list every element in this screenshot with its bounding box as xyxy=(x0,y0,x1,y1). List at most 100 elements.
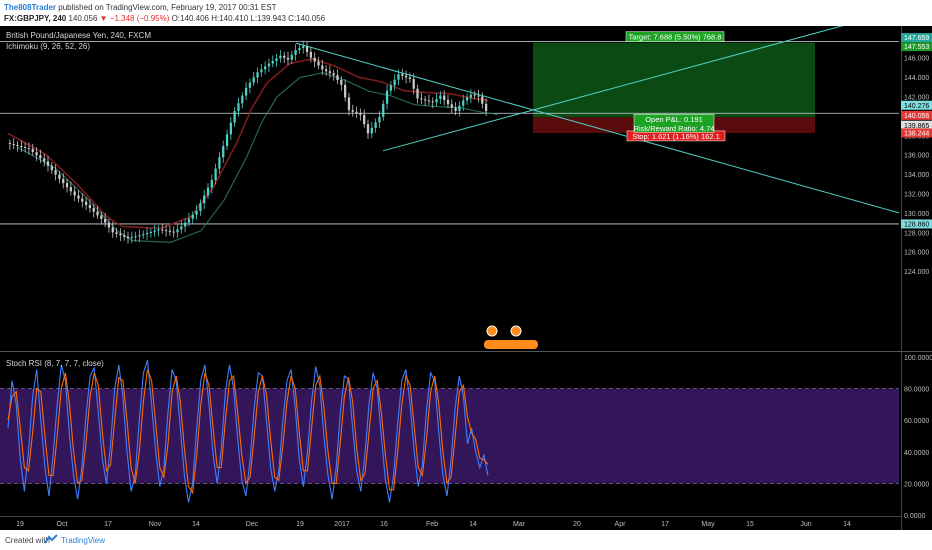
price-label-box xyxy=(901,120,932,130)
candle-body xyxy=(81,198,84,202)
candle-body xyxy=(256,72,259,78)
candle-body xyxy=(294,49,297,55)
chart-area[interactable]: 146.000144.000142.000138.000136.000134.0… xyxy=(0,26,932,530)
candle-body xyxy=(286,57,290,60)
time-tick-label: Mar xyxy=(513,521,526,528)
candle-body xyxy=(35,152,38,156)
candle-body xyxy=(88,204,92,209)
time-tick-label: 2017 xyxy=(334,521,350,528)
candle-body xyxy=(290,54,293,60)
candle-body xyxy=(359,113,362,115)
author-link[interactable]: The808Trader xyxy=(4,3,57,12)
candle-body xyxy=(46,161,50,166)
publish-line: The808Trader published on TradingView.co… xyxy=(4,2,276,13)
candle-body xyxy=(195,210,198,215)
price-tick-label: 146.000 xyxy=(904,56,929,63)
stoch-rsi-label[interactable]: Stoch RSI (8, 7, 7, 7, close) xyxy=(6,359,104,368)
tradingview-brand[interactable]: TradingView xyxy=(61,536,106,545)
candle-body xyxy=(145,233,149,235)
candle-body xyxy=(187,218,191,223)
time-tick-label: 16 xyxy=(380,521,388,528)
stoch-tick-label: 0.0000 xyxy=(904,513,926,520)
time-tick-label: 17 xyxy=(661,521,669,528)
price-tick-label: 132.000 xyxy=(904,192,929,199)
candle-body xyxy=(149,231,152,234)
candle-body xyxy=(446,99,450,105)
price-label-text: 140.056 xyxy=(904,113,929,120)
stoch-tick-label: 40.0000 xyxy=(904,450,929,457)
time-tick-label: 14 xyxy=(469,521,477,528)
candle-body xyxy=(317,61,320,66)
candle-body xyxy=(107,222,111,228)
entry-label-text: Risk/Reward Ratio: 4.74 xyxy=(634,124,715,133)
candle-body xyxy=(180,226,183,230)
price-tick-label: 136.000 xyxy=(904,153,929,160)
candle-body xyxy=(427,100,431,102)
candle-body xyxy=(420,98,423,100)
candle-body xyxy=(351,110,354,112)
chart-header: The808Trader published on TradingView.co… xyxy=(0,0,932,26)
candle-body xyxy=(336,75,339,81)
tradingview-logo-icon xyxy=(44,534,58,544)
candle-body xyxy=(340,80,343,85)
ichimoku-span-line xyxy=(17,72,499,244)
candle-body xyxy=(222,145,225,158)
entry-label-box xyxy=(633,113,715,133)
candle-body xyxy=(324,69,328,72)
candle-body xyxy=(233,111,236,123)
candle-body xyxy=(374,122,377,128)
candle-body xyxy=(263,66,267,70)
candle-body xyxy=(103,218,107,223)
candle-body xyxy=(229,122,232,135)
candle-body xyxy=(69,187,72,192)
ichimoku-label[interactable]: Ichimoku (9, 26, 52, 26) xyxy=(6,42,91,51)
price-change: −1.348 (−0.95%) xyxy=(109,14,170,23)
descending-trendline xyxy=(295,42,900,214)
price-label-text: 147.553 xyxy=(904,44,929,51)
idea-marker-strip xyxy=(484,340,538,349)
entry-label-text: Open P&L: 0.191 xyxy=(645,115,703,124)
target-label-box xyxy=(625,31,725,42)
published-text: published on TradingView.com, February 1… xyxy=(58,3,277,12)
candle-body xyxy=(39,155,42,159)
candle-body xyxy=(431,101,434,103)
symbol-line: FX:GBPJPY, 240 140.056 ▼ −1.348 (−0.95%)… xyxy=(4,13,325,24)
price-tick-label: 144.000 xyxy=(904,75,929,82)
price-label-text: 128.860 xyxy=(904,222,929,229)
candle-body xyxy=(111,227,114,233)
candle-body xyxy=(309,51,312,58)
candle-body xyxy=(347,97,351,111)
price-label-text: 140.276 xyxy=(904,103,929,110)
candle-body xyxy=(50,165,53,171)
candle-body xyxy=(54,170,57,175)
time-tick-label: 20 xyxy=(573,521,581,528)
time-tick-label: May xyxy=(701,521,715,528)
candle-body xyxy=(423,99,427,101)
price-label-text: 147.659 xyxy=(904,35,929,42)
candle-body xyxy=(138,235,141,237)
time-tick-label: Apr xyxy=(615,521,627,528)
candle-body xyxy=(382,103,385,117)
candle-body xyxy=(389,85,392,91)
candle-body xyxy=(462,100,465,106)
candle-body xyxy=(115,232,118,234)
footer: Created with TradingView xyxy=(0,530,932,550)
time-tick-label: 14 xyxy=(192,521,200,528)
candle-body xyxy=(172,231,175,233)
candle-body xyxy=(267,63,271,67)
candle-body xyxy=(73,191,76,196)
candle-body xyxy=(191,214,194,219)
price-label-box xyxy=(901,219,932,229)
candle-body xyxy=(465,97,469,101)
candle-body xyxy=(305,46,309,52)
candle-body xyxy=(199,203,202,211)
time-tick-label: 19 xyxy=(16,521,24,528)
candle-body xyxy=(283,55,286,58)
candle-body xyxy=(130,237,133,239)
candle-body xyxy=(164,230,168,232)
idea-marker-icon xyxy=(486,325,498,337)
candle-body xyxy=(477,95,480,97)
candle-body xyxy=(183,222,187,227)
time-tick-label: 17 xyxy=(104,521,112,528)
price-tick-label: 124.000 xyxy=(904,269,929,276)
